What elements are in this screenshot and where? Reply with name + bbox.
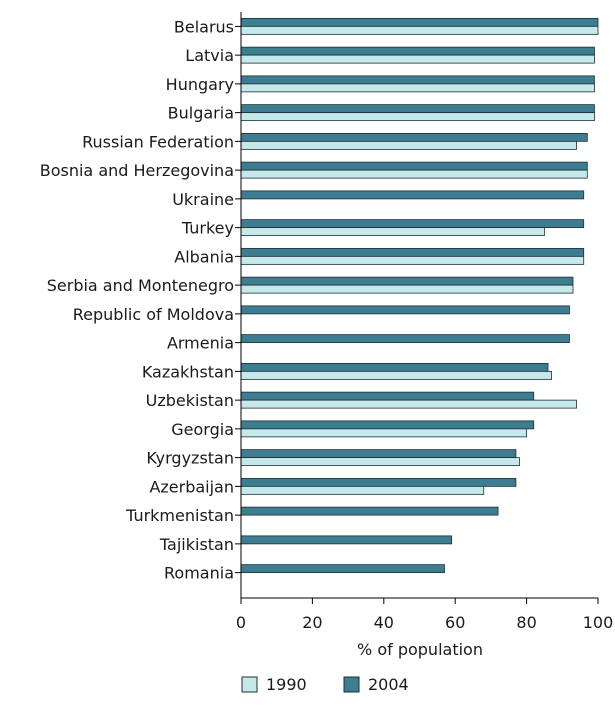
legend-swatch-1990 [241,676,258,693]
category-label: Azerbaijan [149,477,234,496]
bar-1990-uzbekistan [240,399,577,409]
legend-label-2004: 2004 [368,675,409,694]
category-label: Russian Federation [82,132,234,151]
category-label: Uzbekistan [146,391,234,410]
category-label: Tajikistan [159,535,234,554]
x-axis: 0 20 40 60 80 100 [236,597,614,632]
bar-1990-serbia-and-montenegro [240,284,574,294]
category-label: Belarus [174,17,234,36]
bar-2004-bosnia-and-herzegovina [240,161,588,171]
bar-1990-latvia [240,54,595,64]
x-tick-label: 0 [236,613,246,632]
bar-2004-hungary [240,75,595,85]
bar-2004-bulgaria [240,104,595,114]
legend-label-1990: 1990 [266,675,307,694]
category-label: Turkey [181,219,234,238]
bar-2004-azerbaijan [240,477,517,487]
category-label: Hungary [166,75,234,94]
category-label: Kyrgyzstan [146,449,234,468]
legend-swatch-2004 [343,676,360,693]
bar-2004-turkmenistan [240,506,499,516]
bar-1990-kazakhstan [240,370,552,380]
bar-2004-russian-federation [240,132,588,142]
bar-1990-russian-federation [240,140,577,150]
category-label: Kazakhstan [142,362,234,381]
bar-2004-albania [240,247,585,257]
bar-2004-ukraine [240,190,585,200]
x-tick-label: 40 [374,613,394,632]
category-label: Bosnia and Herzegovina [40,161,234,180]
category-labels: Belarus Latvia Hungary Bulgaria Russian Fede… [40,17,234,582]
bar-1990-belarus [240,25,599,35]
category-label: Ukraine [172,190,234,209]
category-label: Serbia and Montenegro [47,276,234,295]
bar-1990-azerbaijan [240,485,485,495]
bar-1990-hungary [240,83,595,93]
category-label: Turkmenistan [125,506,234,525]
x-tick-label: 20 [302,613,322,632]
category-label: Albania [174,247,234,266]
bar-1990-bulgaria [240,112,595,122]
x-tick-label: 80 [516,613,536,632]
bar-1990-kyrgyzstan [240,457,520,467]
bar-2004-belarus [240,17,599,27]
x-axis-title: % of population [357,640,483,659]
bar-1990-georgia [240,428,528,438]
bar-2004-latvia [240,46,595,56]
category-label: Republic of Moldova [73,305,234,324]
bar-1990-turkey [240,227,545,237]
bar-2004-turkey [240,219,585,229]
bar-1990-albania [240,255,585,265]
bar-2004-armenia [240,334,570,344]
category-label: Georgia [171,420,234,439]
plot-area [235,12,599,598]
legend: 1990 2004 [241,675,409,694]
bar-2004-kyrgyzstan [240,449,517,459]
bar-2004-uzbekistan [240,391,535,401]
category-label: Armenia [167,334,234,353]
bar-1990-bosnia-and-herzegovina [240,169,588,179]
bar-2004-serbia-and-montenegro [240,276,574,286]
bar-2004-romania [240,564,445,574]
category-label: Romania [164,564,234,583]
x-tick-label: 60 [445,613,465,632]
bar-2004-georgia [240,420,535,430]
category-label: Latvia [185,46,234,65]
category-label: Bulgaria [168,104,234,123]
bar-2004-tajikistan [240,535,453,545]
bar-2004-republic-of-moldova [240,305,570,315]
x-tick-label: 100 [583,613,614,632]
bar-2004-kazakhstan [240,362,549,372]
